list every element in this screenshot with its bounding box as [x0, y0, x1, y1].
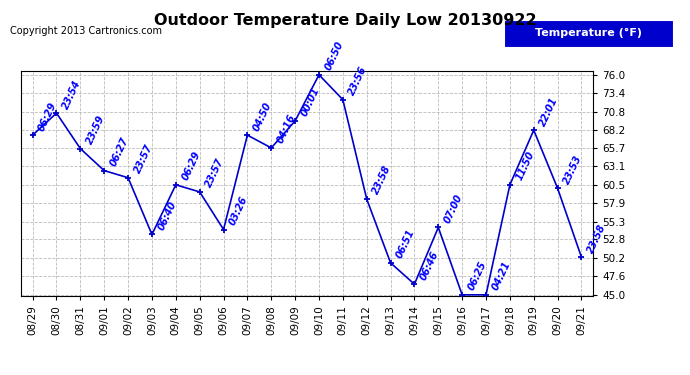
Text: 07:00: 07:00 [442, 192, 464, 225]
Text: 06:27: 06:27 [108, 136, 130, 168]
Text: 23:57: 23:57 [132, 143, 155, 175]
Text: 04:21: 04:21 [490, 260, 512, 292]
Text: 23:58: 23:58 [371, 164, 393, 196]
Text: Outdoor Temperature Daily Low 20130922: Outdoor Temperature Daily Low 20130922 [154, 13, 536, 28]
Text: Temperature (°F): Temperature (°F) [535, 28, 642, 38]
Text: 06:25: 06:25 [466, 260, 489, 292]
Text: 23:54: 23:54 [61, 78, 83, 110]
Text: 23:57: 23:57 [204, 157, 226, 189]
Text: 22:01: 22:01 [538, 95, 560, 128]
Text: 23:58: 23:58 [586, 222, 608, 254]
Text: 23:53: 23:53 [562, 153, 584, 186]
Text: 06:51: 06:51 [395, 228, 417, 260]
Text: 04:16: 04:16 [275, 113, 297, 145]
Text: 06:40: 06:40 [156, 200, 178, 232]
Text: 04:50: 04:50 [252, 100, 274, 132]
Text: 11:50: 11:50 [514, 150, 536, 182]
Text: 06:29: 06:29 [180, 150, 202, 182]
Text: 03:26: 03:26 [228, 195, 250, 227]
Text: 00:01: 00:01 [299, 86, 322, 118]
Text: 06:46: 06:46 [419, 249, 441, 281]
Text: Copyright 2013 Cartronics.com: Copyright 2013 Cartronics.com [10, 26, 162, 36]
Text: 06:29: 06:29 [37, 100, 59, 132]
Text: 23:59: 23:59 [84, 114, 107, 146]
Text: 06:50: 06:50 [323, 40, 345, 72]
Text: 23:56: 23:56 [347, 64, 369, 97]
